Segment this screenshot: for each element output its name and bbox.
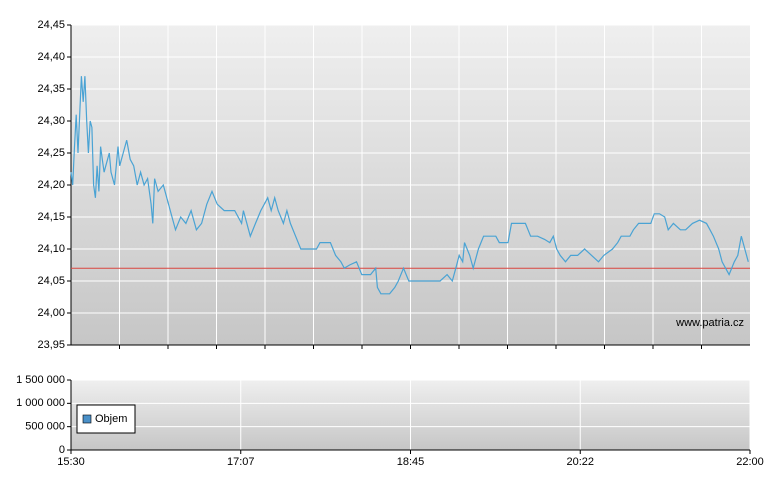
y-tick-label: 500 000 <box>25 421 65 433</box>
watermark: www.patria.cz <box>675 317 744 329</box>
x-tick-label: 18:45 <box>397 456 425 468</box>
y-tick-label: 23,95 <box>37 339 65 351</box>
y-tick-label: 0 <box>59 444 65 456</box>
y-tick-label: 24,30 <box>37 115 65 127</box>
price-line <box>70 76 749 295</box>
y-tick-label: 24,25 <box>37 147 65 159</box>
y-tick-label: 24,05 <box>37 275 65 287</box>
y-tick-label: 1 500 000 <box>16 374 65 386</box>
x-tick-label: 22:00 <box>736 456 764 468</box>
x-tick-label: 15:30 <box>57 456 85 468</box>
y-tick-label: 24,45 <box>37 19 65 31</box>
x-tick-label: 20:22 <box>566 456 594 468</box>
y-tick-label: 24,35 <box>37 83 65 95</box>
x-tick-label: 17:07 <box>227 456 255 468</box>
y-tick-label: 1 000 000 <box>16 397 65 409</box>
y-tick-label: 24,40 <box>37 51 65 63</box>
y-tick-label: 24,10 <box>37 243 65 255</box>
legend-label: Objem <box>95 413 127 425</box>
y-tick-label: 24,20 <box>37 179 65 191</box>
legend-swatch <box>82 414 92 424</box>
y-tick-label: 24,15 <box>37 211 65 223</box>
y-tick-label: 24,00 <box>37 307 65 319</box>
